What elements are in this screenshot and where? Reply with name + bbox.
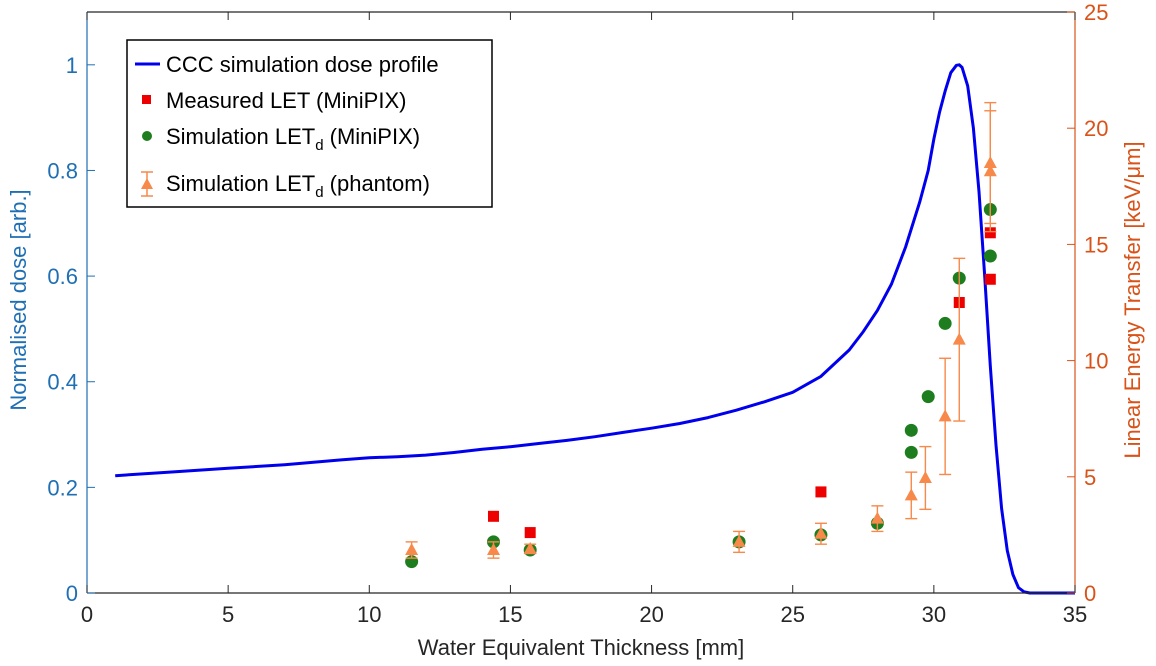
y-right-axis-label: Linear Energy Transfer [keV/μm] [1120,141,1145,458]
sim-phantom-point [870,511,884,524]
legend-sim-phantom-prefix: Simulation LET [166,171,315,196]
sim-phantom-point [486,543,500,556]
x-tick-label: 10 [357,602,381,627]
sim-phantom-point [814,526,828,539]
y-right-tick-label: 10 [1084,349,1108,374]
legend-sim-phantom-label: Simulation LETd (phantom) [166,171,430,201]
y-left-tick-label: 0.8 [47,158,78,183]
y-left-tick-label: 0.4 [47,370,78,395]
sim-minipix-point [904,445,918,459]
legend-sim-phantom-suffix: (phantom) [324,171,430,196]
x-tick-label: 5 [222,602,234,627]
sim-phantom-point [732,534,746,547]
legend-sim-minipix-suffix: (MiniPIX) [324,124,421,149]
x-tick-label: 25 [780,602,804,627]
sim-minipix-point [983,249,997,263]
sim-minipix-point [921,390,935,404]
legend: CCC simulation dose profile Measured LET… [126,39,493,208]
measured-let-point [815,486,827,498]
measured-let-point [524,527,536,539]
y-left-axis-label: Normalised dose [arb.] [6,189,31,410]
measured-let-point [984,273,996,285]
measured-let-point [984,227,996,239]
legend-sim-minipix-circle-icon [142,131,152,141]
x-tick-label: 35 [1063,602,1087,627]
sim-phantom-point [904,488,918,501]
measured-let-point [487,510,499,522]
sim-minipix-point [938,316,952,330]
legend-sim-minipix-prefix: Simulation LET [166,124,315,149]
y-left-tick-label: 0.6 [47,264,78,289]
legend-dose-label: CCC simulation dose profile [166,52,439,77]
y-right-tick-label: 15 [1084,232,1108,257]
y-right-tick-label: 20 [1084,116,1108,141]
sim-phantom-point [523,541,537,554]
y-right-tick-label: 25 [1084,0,1108,25]
x-tick-label: 0 [81,602,93,627]
sim-phantom-point [983,164,997,177]
legend-sim-minipix-label: Simulation LETd (MiniPIX) [166,124,420,154]
sim-minipix-point [904,423,918,437]
legend-box [126,39,493,208]
x-tick-label: 30 [922,602,946,627]
plot-layer [115,63,1075,595]
y-right-tick-label: 0 [1084,581,1096,606]
sim-phantom-point [952,332,966,345]
y-right-tick-label: 5 [1084,465,1096,490]
y-left-tick-label: 0.2 [47,475,78,500]
sim-phantom-point [918,470,932,483]
legend-sim-phantom-triangle-icon [141,178,153,189]
sim-phantom-point [405,543,419,556]
x-tick-label: 15 [498,602,522,627]
sim-phantom-point [938,409,952,422]
x-axis-label: Water Equivalent Thickness [mm] [418,635,744,660]
dose-profile-line [115,63,1075,595]
x-tick-label: 20 [639,602,663,627]
legend-sim-minipix-subscript: d [315,137,323,154]
y-left-tick-label: 0 [66,581,78,606]
legend-measured-square-icon [142,95,151,104]
legend-sim-phantom-subscript: d [315,184,323,201]
y-left-tick-label: 1 [66,53,78,78]
legend-measured-label: Measured LET (MiniPIX) [166,88,406,113]
